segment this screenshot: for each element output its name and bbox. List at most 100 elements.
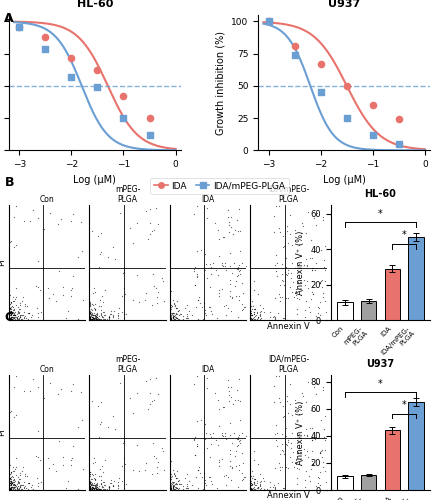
Point (254, 484, 261, 492)
Point (28, 310, 35, 318)
Point (110, 412, 117, 420)
Point (96, 315, 103, 323)
Point (12, 454, 19, 462)
Point (14, 484, 21, 492)
Point (173, 314, 180, 322)
Point (170, 312, 177, 320)
Point (92, 474, 99, 482)
Point (215, 286, 223, 294)
Point (6, 484, 13, 492)
Point (260, 486, 267, 494)
Point (8, 469, 15, 477)
Point (167, 288, 174, 296)
Point (298, 389, 305, 397)
Point (236, 246, 243, 254)
Point (88, 228, 95, 235)
Point (89, 315, 96, 323)
Point (97, 316, 104, 324)
Point (91, 485, 98, 493)
Point (105, 314, 112, 322)
Point (246, 291, 253, 299)
Point (35, 257, 42, 265)
Point (236, 228, 243, 235)
Point (7, 314, 14, 322)
Point (40, 394, 47, 402)
Point (105, 253, 112, 261)
Point (114, 482, 121, 490)
Point (70, 380, 77, 388)
Point (250, 278, 257, 285)
Point (318, 453, 325, 461)
Point (247, 480, 254, 488)
Point (67, 73, 74, 81)
Point (169, 480, 176, 488)
Point (224, 304, 231, 312)
Point (302, 228, 309, 236)
Point (166, 314, 173, 322)
Point (15, 484, 22, 492)
Point (247, 476, 254, 484)
Point (67, 292, 74, 300)
Point (94, 66, 101, 74)
Point (249, 484, 256, 492)
Point (170, 314, 177, 322)
Point (10, 308, 17, 316)
Point (177, 310, 184, 318)
Point (248, 315, 255, 323)
Point (142, 459, 149, 467)
Point (65, 477, 72, 485)
Point (7, 476, 14, 484)
Point (89, 481, 96, 489)
Point (343, 82, 350, 90)
Point (109, 482, 116, 490)
Point (319, 463, 326, 471)
Point (67, 286, 74, 294)
Point (7, 477, 14, 485)
Point (87, 484, 94, 492)
Point (19, 312, 26, 320)
Point (120, 314, 127, 322)
Point (233, 386, 240, 394)
Point (105, 422, 112, 430)
Point (21, 314, 28, 322)
Point (46, 294, 53, 302)
Point (27, 216, 34, 224)
Point (101, 485, 108, 493)
Point (248, 481, 255, 489)
Point (215, 458, 222, 466)
Point (89, 311, 96, 319)
Point (281, 312, 288, 320)
Point (15, 308, 22, 316)
Point (35, 384, 42, 392)
Point (303, 277, 310, 285)
Point (214, 272, 221, 280)
Point (8, 480, 15, 488)
Point (86, 484, 93, 492)
Point (91, 284, 98, 292)
Point (15, 484, 22, 492)
Point (92, 311, 99, 319)
Point (92, 310, 99, 318)
Point (222, 301, 229, 309)
Point (99, 313, 106, 321)
Point (116, 304, 123, 312)
Point (86, 312, 93, 320)
Point (322, 308, 329, 316)
Point (20, 484, 27, 492)
Point (120, 438, 127, 446)
Point (95, 264, 102, 272)
Point (7, 480, 14, 488)
Point (12, 462, 19, 470)
Point (6, 484, 13, 492)
Point (193, 440, 200, 448)
Point (249, 316, 256, 324)
Point (13, 372, 20, 380)
Point (240, 304, 247, 312)
Point (97, 316, 104, 324)
Point (95, 484, 102, 492)
Point (89, 314, 96, 322)
Point (11, 316, 18, 324)
Point (167, 309, 174, 317)
Point (15, 303, 22, 311)
Point (272, 251, 279, 259)
